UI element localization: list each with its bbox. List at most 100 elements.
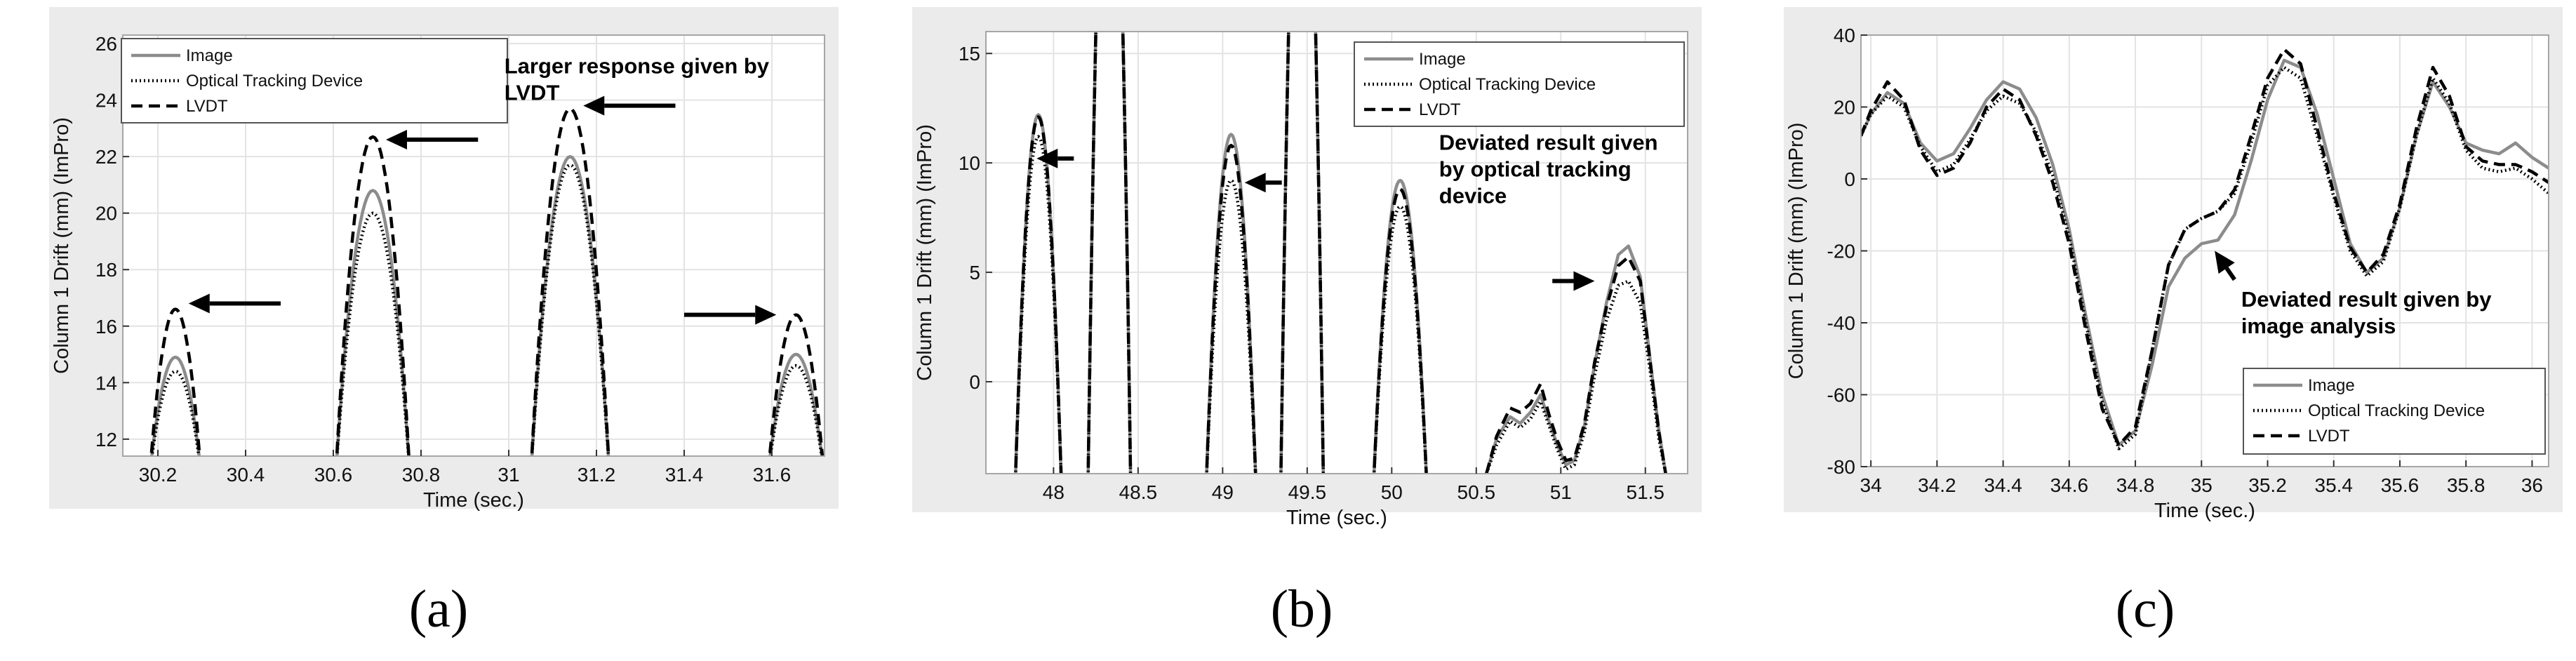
chart-b-svg: 48 48.5 49 49.5 50 50.5 51 51.5 0 5 10 15 Time (sec.… (912, 7, 1702, 529)
chart-a-series-lvdt-line (149, 107, 825, 456)
chart-c-legend-label-lvdt: LVDT (2308, 427, 2350, 446)
chart-c-legend-label-image: Image (2308, 376, 2355, 395)
chart-c-xtick-label: 36 (2521, 474, 2543, 496)
chart-a-ytick-label: 16 (95, 316, 117, 338)
chart-b-xtick-label: 48 (1043, 481, 1065, 503)
chart-a-legend: Image Optical Tracking Device LVDT (121, 38, 508, 123)
chart-c-xtick-label: 35.6 (2381, 474, 2420, 496)
chart-c-ytick-label: 20 (1834, 97, 1855, 119)
chart-b-arrow-head (1573, 271, 1595, 291)
chart-c-annotation-line: image analysis (2241, 314, 2396, 338)
chart-c-xtick-label: 35 (2191, 474, 2213, 496)
chart-c-series-optical-line (1861, 65, 2549, 450)
chart-c-svg: 34 34.2 34.4 34.6 34.8 35 35.2 35.4 35.6 35.8 36 -8… (1784, 7, 2563, 522)
chart-a-legend-label-image: Image (186, 46, 233, 65)
chart-b-legend-box (1354, 41, 1685, 127)
chart-b-annotation-line: device (1439, 183, 1507, 208)
chart-b-series-image-line (1014, 32, 1667, 474)
chart-a-ytick-label: 20 (95, 203, 117, 225)
chart-c-ytick-label: -40 (1827, 312, 1855, 334)
chart-a-arrow-head (583, 95, 605, 116)
chart-c-xtick-label: 34 (1860, 474, 1882, 496)
chart-c-ytick-label: -80 (1827, 456, 1855, 478)
chart-a-axes-frame (122, 34, 825, 457)
chart-b-grid (986, 32, 1688, 474)
chart-c-ytick-label: 0 (1844, 168, 1855, 190)
chart-c-legend: Image Optical Tracking Device LVDT (2243, 368, 2546, 455)
chart-b-legend-label-lvdt: LVDT (1419, 100, 1461, 119)
chart-b-annotation-arrow (1552, 271, 1595, 291)
chart-c-annotation-line: Deviated result given by (2241, 287, 2492, 312)
chart-a-xtick-label: 31.2 (578, 464, 616, 486)
chart-a-annotation-arrow (583, 95, 676, 116)
chart-b-xtick-label: 49 (1212, 481, 1234, 503)
chart-c-arrow-shaft (2224, 267, 2236, 281)
chart-b-xtick-label: 50 (1381, 481, 1403, 503)
chart-a-ytick-label: 22 (95, 146, 117, 168)
chart-c-arrow-head (2215, 251, 2235, 274)
chart-a-annotation-text: Larger response given by LVDT (505, 53, 770, 105)
chart-c-xtick-label: 34.8 (2116, 474, 2155, 496)
chart-b-annotation-text: Deviated result given by optical tracking… (1439, 130, 1658, 208)
chart-a-annotation-arrow (684, 305, 777, 325)
chart-a-annotation-arrow (386, 129, 479, 149)
chart-c-series-image-line (1861, 58, 2549, 447)
chart-b-ytick-label: 5 (969, 262, 980, 283)
chart-b-arrow-head (1244, 173, 1266, 193)
chart-a-arrow-head (755, 305, 777, 325)
chart-a-annotation-line: LVDT (505, 80, 560, 105)
chart-c-ylabel: Column 1 Drift (mm) (ImPro) (1785, 123, 1808, 380)
chart-a-ytick-label: 26 (95, 33, 117, 55)
chart-a-annotation-line: Larger response given by (505, 53, 770, 78)
chart-b-axes-frame (985, 31, 1688, 474)
chart-b-annotation-arrow (1036, 148, 1074, 168)
chart-a-sublabel: (a) (408, 580, 469, 639)
chart-panel-a: 30.2 30.4 30.6 30.8 31 31.2 31.4 31.6 12 14 16 18 20… (39, 0, 874, 661)
chart-a-arrow-head (188, 293, 210, 314)
chart-c-legend-label-optical: Optical Tracking Device (2308, 401, 2485, 420)
chart-b-ytick-label: 15 (959, 43, 980, 65)
chart-b-xtick-label: 51 (1550, 481, 1572, 503)
chart-c-annotation-text: Deviated result given by image analysis (2241, 287, 2492, 338)
chart-a-xtick-label: 31 (498, 464, 519, 486)
chart-c-xtick-label: 34.2 (1918, 474, 1956, 496)
chart-c-ytick-label: -60 (1827, 385, 1855, 406)
chart-c-xtick-label: 34.6 (2050, 474, 2089, 496)
chart-b-legend: Image Optical Tracking Device LVDT (1354, 41, 1685, 127)
chart-b-series-lvdt-line (1014, 32, 1667, 474)
chart-b-series-optical-line (1014, 32, 1667, 474)
chart-a-legend-label-lvdt: LVDT (186, 97, 228, 116)
chart-a-svg: 30.2 30.4 30.6 30.8 31 31.2 31.4 31.6 12 14 16 18 20… (49, 7, 839, 512)
chart-a-ytick-label: 12 (95, 429, 117, 450)
chart-b-legend-label-optical: Optical Tracking Device (1419, 75, 1596, 94)
chart-b-xtick-label: 48.5 (1119, 481, 1158, 503)
chart-b-xtick-label: 49.5 (1288, 481, 1327, 503)
chart-c-sublabel: (c) (2115, 580, 2175, 639)
chart-a-series-optical-line (150, 163, 824, 456)
chart-c-ytick-label: 40 (1834, 25, 1855, 46)
chart-a-xtick-label: 31.4 (665, 464, 704, 486)
chart-b-legend-label-image: Image (1419, 50, 1466, 69)
chart-b-annotation-arrow (1244, 173, 1282, 193)
chart-c-ytick-label: -20 (1827, 241, 1855, 262)
chart-a-ytick-label: 14 (95, 372, 117, 394)
chart-a-ytick-label: 18 (95, 259, 117, 281)
chart-c-legend-box (2243, 368, 2546, 455)
chart-panel-b: 48 48.5 49 49.5 50 50.5 51 51.5 0 5 10 15 Time (sec.… (902, 0, 1737, 661)
chart-a-ylabel: Column 1 Drift (mm) (ImPro) (51, 117, 73, 374)
chart-b-series (1014, 32, 1667, 474)
chart-a-xtick-label: 30.8 (402, 464, 441, 486)
chart-c-xtick-label: 35.2 (2248, 474, 2287, 496)
chart-c-xtick-label: 35.4 (2315, 474, 2354, 496)
chart-a-xlabel: Time (sec.) (423, 489, 524, 512)
chart-b-annotation-line: by optical tracking (1439, 156, 1631, 181)
chart-b-xlabel: Time (sec.) (1286, 507, 1387, 529)
chart-a-legend-box (121, 38, 508, 123)
chart-a-series (149, 107, 825, 456)
chart-a-arrow-head (386, 129, 407, 149)
chart-a-series-image-line (149, 154, 824, 456)
chart-c-series (1861, 48, 2549, 450)
chart-a-xtick-label: 30.2 (139, 464, 178, 486)
chart-b-ytick-label: 0 (969, 371, 980, 393)
chart-b-xtick-label: 50.5 (1457, 481, 1496, 503)
